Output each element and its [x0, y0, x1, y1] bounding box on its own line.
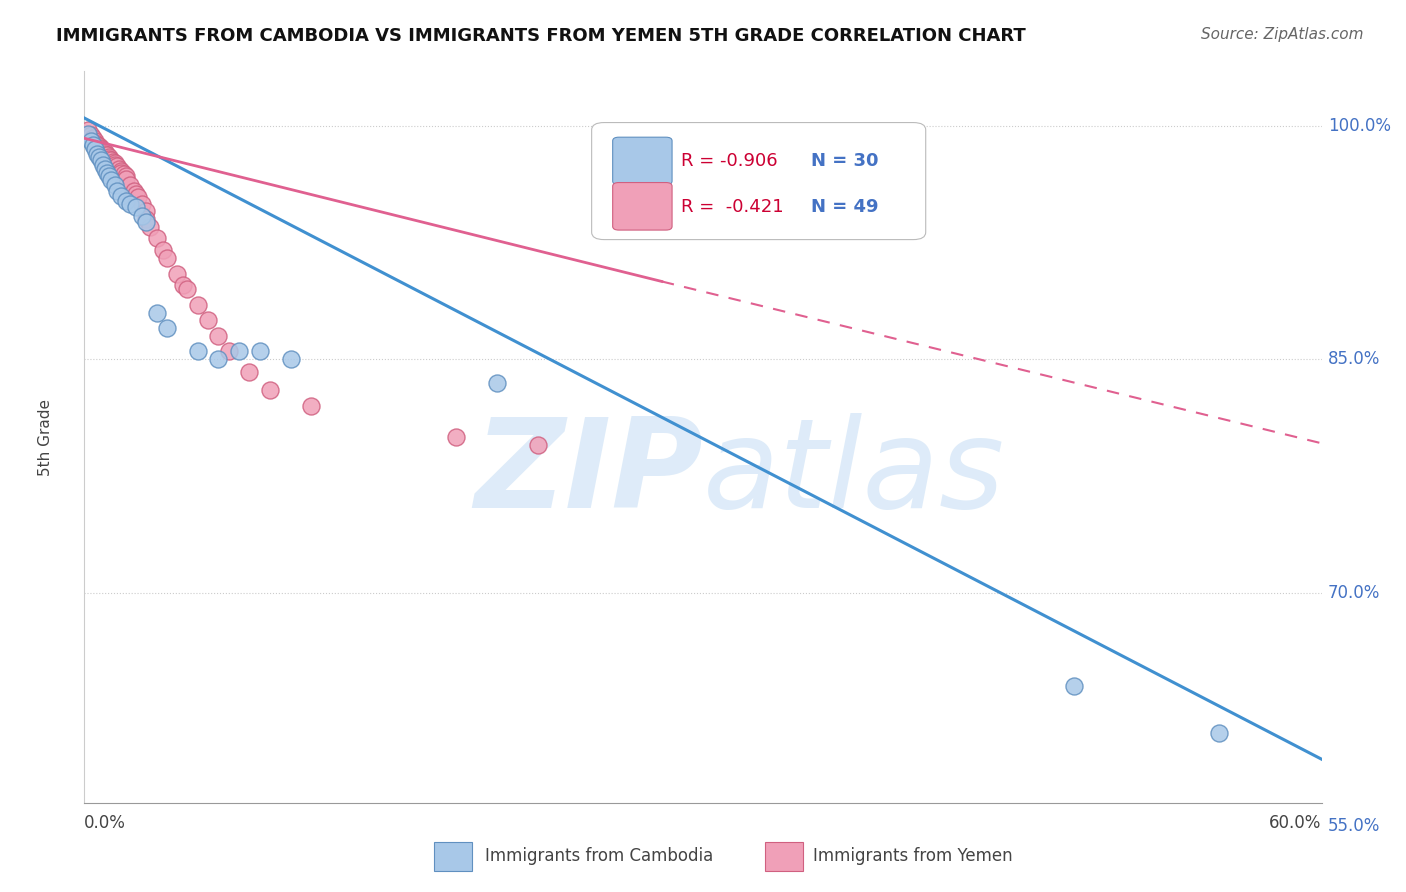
Point — [197, 313, 219, 327]
Point — [82, 131, 104, 145]
Point — [259, 384, 281, 398]
Point — [87, 150, 110, 164]
Point — [94, 146, 117, 161]
Point — [98, 169, 121, 183]
Point — [207, 352, 229, 367]
Text: Immigrants from Cambodia: Immigrants from Cambodia — [485, 847, 713, 865]
Point — [114, 169, 136, 183]
Point — [127, 190, 149, 204]
Point — [218, 344, 240, 359]
Point — [280, 352, 302, 367]
Point — [187, 344, 209, 359]
Point — [135, 215, 157, 229]
Text: 85.0%: 85.0% — [1327, 351, 1381, 368]
Point — [299, 399, 322, 413]
Point — [238, 365, 260, 379]
Point — [86, 137, 108, 152]
Point — [90, 140, 112, 154]
FancyBboxPatch shape — [613, 137, 672, 185]
Point — [152, 244, 174, 258]
Point — [98, 150, 121, 164]
Point — [139, 219, 162, 234]
Point — [96, 148, 118, 162]
Text: 55.0%: 55.0% — [1327, 817, 1381, 835]
Point — [145, 231, 167, 245]
Point — [77, 127, 100, 141]
Text: IMMIGRANTS FROM CAMBODIA VS IMMIGRANTS FROM YEMEN 5TH GRADE CORRELATION CHART: IMMIGRANTS FROM CAMBODIA VS IMMIGRANTS F… — [56, 27, 1026, 45]
Point — [125, 200, 148, 214]
Point — [145, 305, 167, 319]
Point — [90, 142, 112, 156]
Point — [131, 209, 153, 223]
Point — [114, 171, 136, 186]
Point — [125, 187, 148, 202]
Point — [114, 194, 136, 208]
FancyBboxPatch shape — [613, 183, 672, 230]
Text: 0.0%: 0.0% — [84, 814, 127, 831]
Point — [187, 298, 209, 312]
Point — [77, 123, 100, 137]
Point — [91, 144, 114, 158]
Point — [105, 184, 128, 198]
Point — [79, 135, 101, 149]
Point — [108, 162, 131, 177]
Point — [112, 167, 135, 181]
Point — [1208, 725, 1230, 739]
Text: 5th Grade: 5th Grade — [38, 399, 53, 475]
Point — [207, 329, 229, 343]
Point — [90, 153, 112, 167]
Point — [135, 212, 157, 227]
Point — [103, 154, 125, 169]
Point — [156, 321, 179, 335]
Point — [104, 158, 127, 172]
Point — [91, 158, 114, 172]
Text: 60.0%: 60.0% — [1270, 814, 1322, 831]
Text: R =  -0.421: R = -0.421 — [681, 198, 783, 216]
Point — [83, 136, 105, 150]
Text: Source: ZipAtlas.com: Source: ZipAtlas.com — [1201, 27, 1364, 42]
Text: R = -0.906: R = -0.906 — [681, 153, 778, 170]
Text: Immigrants from Yemen: Immigrants from Yemen — [813, 847, 1012, 865]
Point — [96, 165, 118, 179]
Point — [83, 135, 105, 149]
Point — [104, 178, 127, 192]
Point — [485, 376, 508, 390]
Point — [87, 139, 110, 153]
Point — [135, 204, 157, 219]
Point — [118, 178, 141, 192]
Point — [122, 184, 145, 198]
Point — [94, 145, 117, 160]
Text: N = 30: N = 30 — [811, 153, 879, 170]
Point — [98, 152, 121, 166]
Point — [100, 153, 122, 167]
Text: ZIP: ZIP — [474, 413, 703, 534]
Point — [527, 438, 550, 452]
Point — [228, 344, 250, 359]
Point — [105, 159, 128, 173]
Point — [118, 196, 141, 211]
Point — [172, 277, 194, 292]
Text: 100.0%: 100.0% — [1327, 117, 1391, 135]
Text: N = 49: N = 49 — [811, 198, 879, 216]
Text: atlas: atlas — [703, 413, 1005, 534]
Point — [110, 189, 132, 203]
Point — [104, 156, 127, 170]
Point — [110, 164, 132, 178]
Point — [100, 173, 122, 187]
Point — [86, 146, 108, 161]
Point — [83, 142, 105, 156]
Point — [176, 282, 198, 296]
Point — [131, 196, 153, 211]
FancyBboxPatch shape — [592, 122, 925, 240]
Point — [110, 165, 132, 179]
Point — [94, 162, 117, 177]
Point — [156, 251, 179, 265]
Point — [79, 128, 101, 143]
Point — [249, 344, 271, 359]
Point — [82, 137, 104, 152]
Point — [166, 267, 188, 281]
Text: 70.0%: 70.0% — [1327, 583, 1381, 602]
Point — [444, 430, 467, 444]
Point — [1063, 679, 1085, 693]
